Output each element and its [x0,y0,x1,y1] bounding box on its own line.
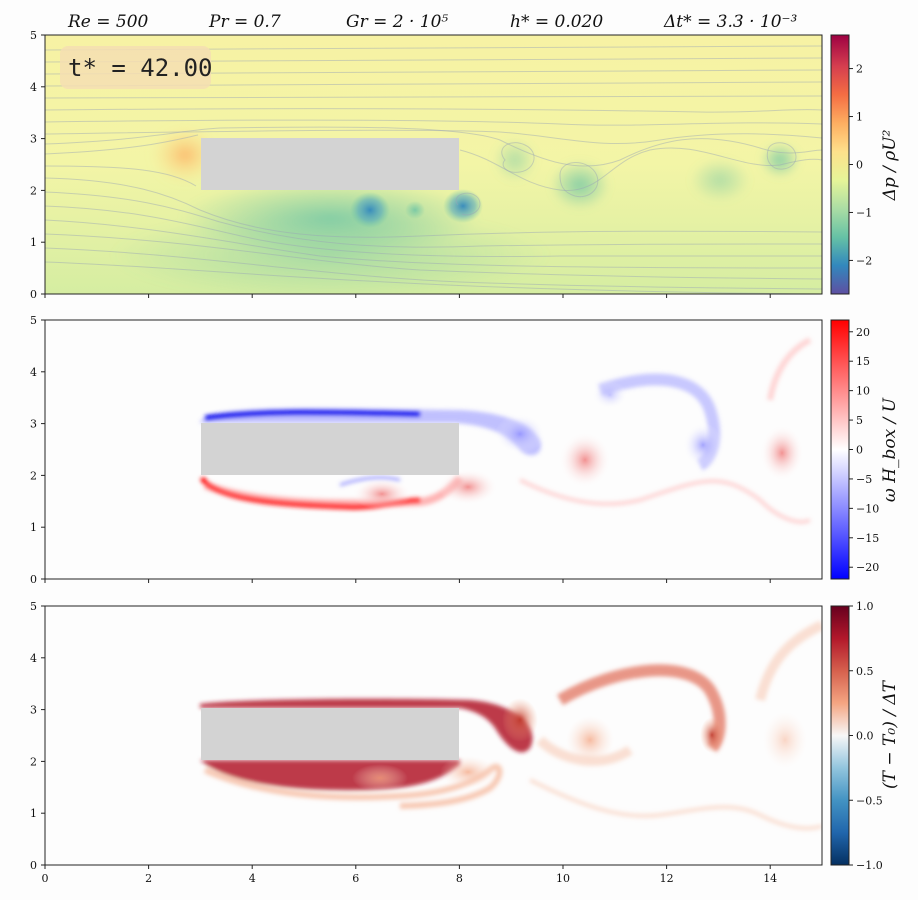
parameter-header: Re = 500 Pr = 0.7 Gr = 2 · 10⁵ h* = 0.02… [67,12,798,32]
temperature-panel: (T − T₀) / ΔT [44,605,900,866]
y-tick-label: 5 [30,29,37,42]
temperature-colorbar-label: (T − T₀) / ΔT [880,679,900,789]
param-grashof: Gr = 2 · 10⁵ [346,12,448,32]
x-tick-label: 2 [145,872,152,885]
x-tick-label: 14 [763,872,777,885]
y-tick-label: 1 [30,236,37,249]
y-tick-label: 2 [30,184,37,197]
param-prandtl: Pr = 0.7 [208,12,281,32]
vorticity-panel: ω H_box / U [44,319,900,580]
colorbar-tick-label: 5 [856,414,863,427]
vorticity-colorbar-scale [830,319,850,580]
x-tick-label: 0 [42,872,49,885]
colorbar-tick-label: 1 [856,111,863,124]
y-tick-label: 4 [30,81,37,94]
colorbar-tick-label: −10 [856,502,879,515]
y-tick-label: 1 [30,807,37,820]
colorbar-tick-label: −0.5 [856,794,883,807]
colorbar-tick-label: 2 [856,63,863,76]
colorbar-tick-label: 20 [856,326,870,339]
pressure-colorbar [830,34,850,295]
param-step-height: h* = 0.020 [510,12,603,32]
y-tick-label: 2 [30,469,37,482]
colorbar-tick-label: 0 [856,444,863,457]
colorbar-tick-label: −20 [856,561,879,574]
vorticity-colorbar [830,319,850,580]
y-tick-label: 2 [30,755,37,768]
colorbar-tick-label: −15 [856,532,879,545]
param-time-step: Δt* = 3.3 · 10⁻³ [663,12,798,32]
obstacle-box [201,138,459,190]
temperature-field [45,606,822,865]
vorticity-colorbar-label: ω H_box / U [880,397,900,502]
y-tick-label: 0 [30,859,37,872]
y-tick-label: 3 [30,133,37,146]
y-tick-label: 0 [30,573,37,586]
y-tick-label: 0 [30,288,37,301]
colorbar-tick-label: 0.5 [856,665,874,678]
y-tick-label: 5 [30,600,37,613]
colorbar-tick-label: 0.0 [856,730,874,743]
x-tick-label: 6 [352,872,359,885]
colorbar-tick-label: 1.0 [856,600,874,613]
colorbar-tick-label: 10 [856,385,870,398]
pressure-colorbar-label: Δp / ρU² [880,129,900,201]
colorbar-tick-label: 0 [856,159,863,172]
obstacle-box [201,423,459,475]
x-tick-label: 4 [249,872,256,885]
pressure-frame [44,34,823,295]
colorbar-tick-label: −1.0 [856,859,883,872]
y-tick-label: 1 [30,521,37,534]
temperature-colorbar-scale [830,605,850,866]
y-tick-label: 3 [30,418,37,431]
y-tick-label: 3 [30,704,37,717]
colorbar-tick-label: −5 [856,473,872,486]
temperature-frame [44,605,823,866]
x-tick-label: 8 [456,872,463,885]
colorbar-tick-label: −2 [856,254,872,267]
x-tick-label: 10 [556,872,570,885]
x-tick-label: 12 [660,872,674,885]
vorticity-frame [44,319,823,580]
colorbar-tick-label: 15 [856,355,870,368]
param-reynolds: Re = 500 [67,12,149,32]
colorbar-tick-label: −1 [856,206,872,219]
y-tick-label: 4 [30,366,37,379]
temperature-colorbar [830,605,850,866]
pressure-panel: t* = 42.00 Δp / ρU² [44,34,900,295]
time-badge [60,46,211,89]
time-label: t* = 42.00 [68,54,213,82]
y-tick-label: 4 [30,652,37,665]
colorbar-ticks: 210−1−220151050−5−10−15−201.00.50.0−0.5−… [849,63,883,872]
obstacle-box [201,708,459,760]
pressure-colorbar-scale [830,34,850,295]
y-tick-label: 5 [30,314,37,327]
